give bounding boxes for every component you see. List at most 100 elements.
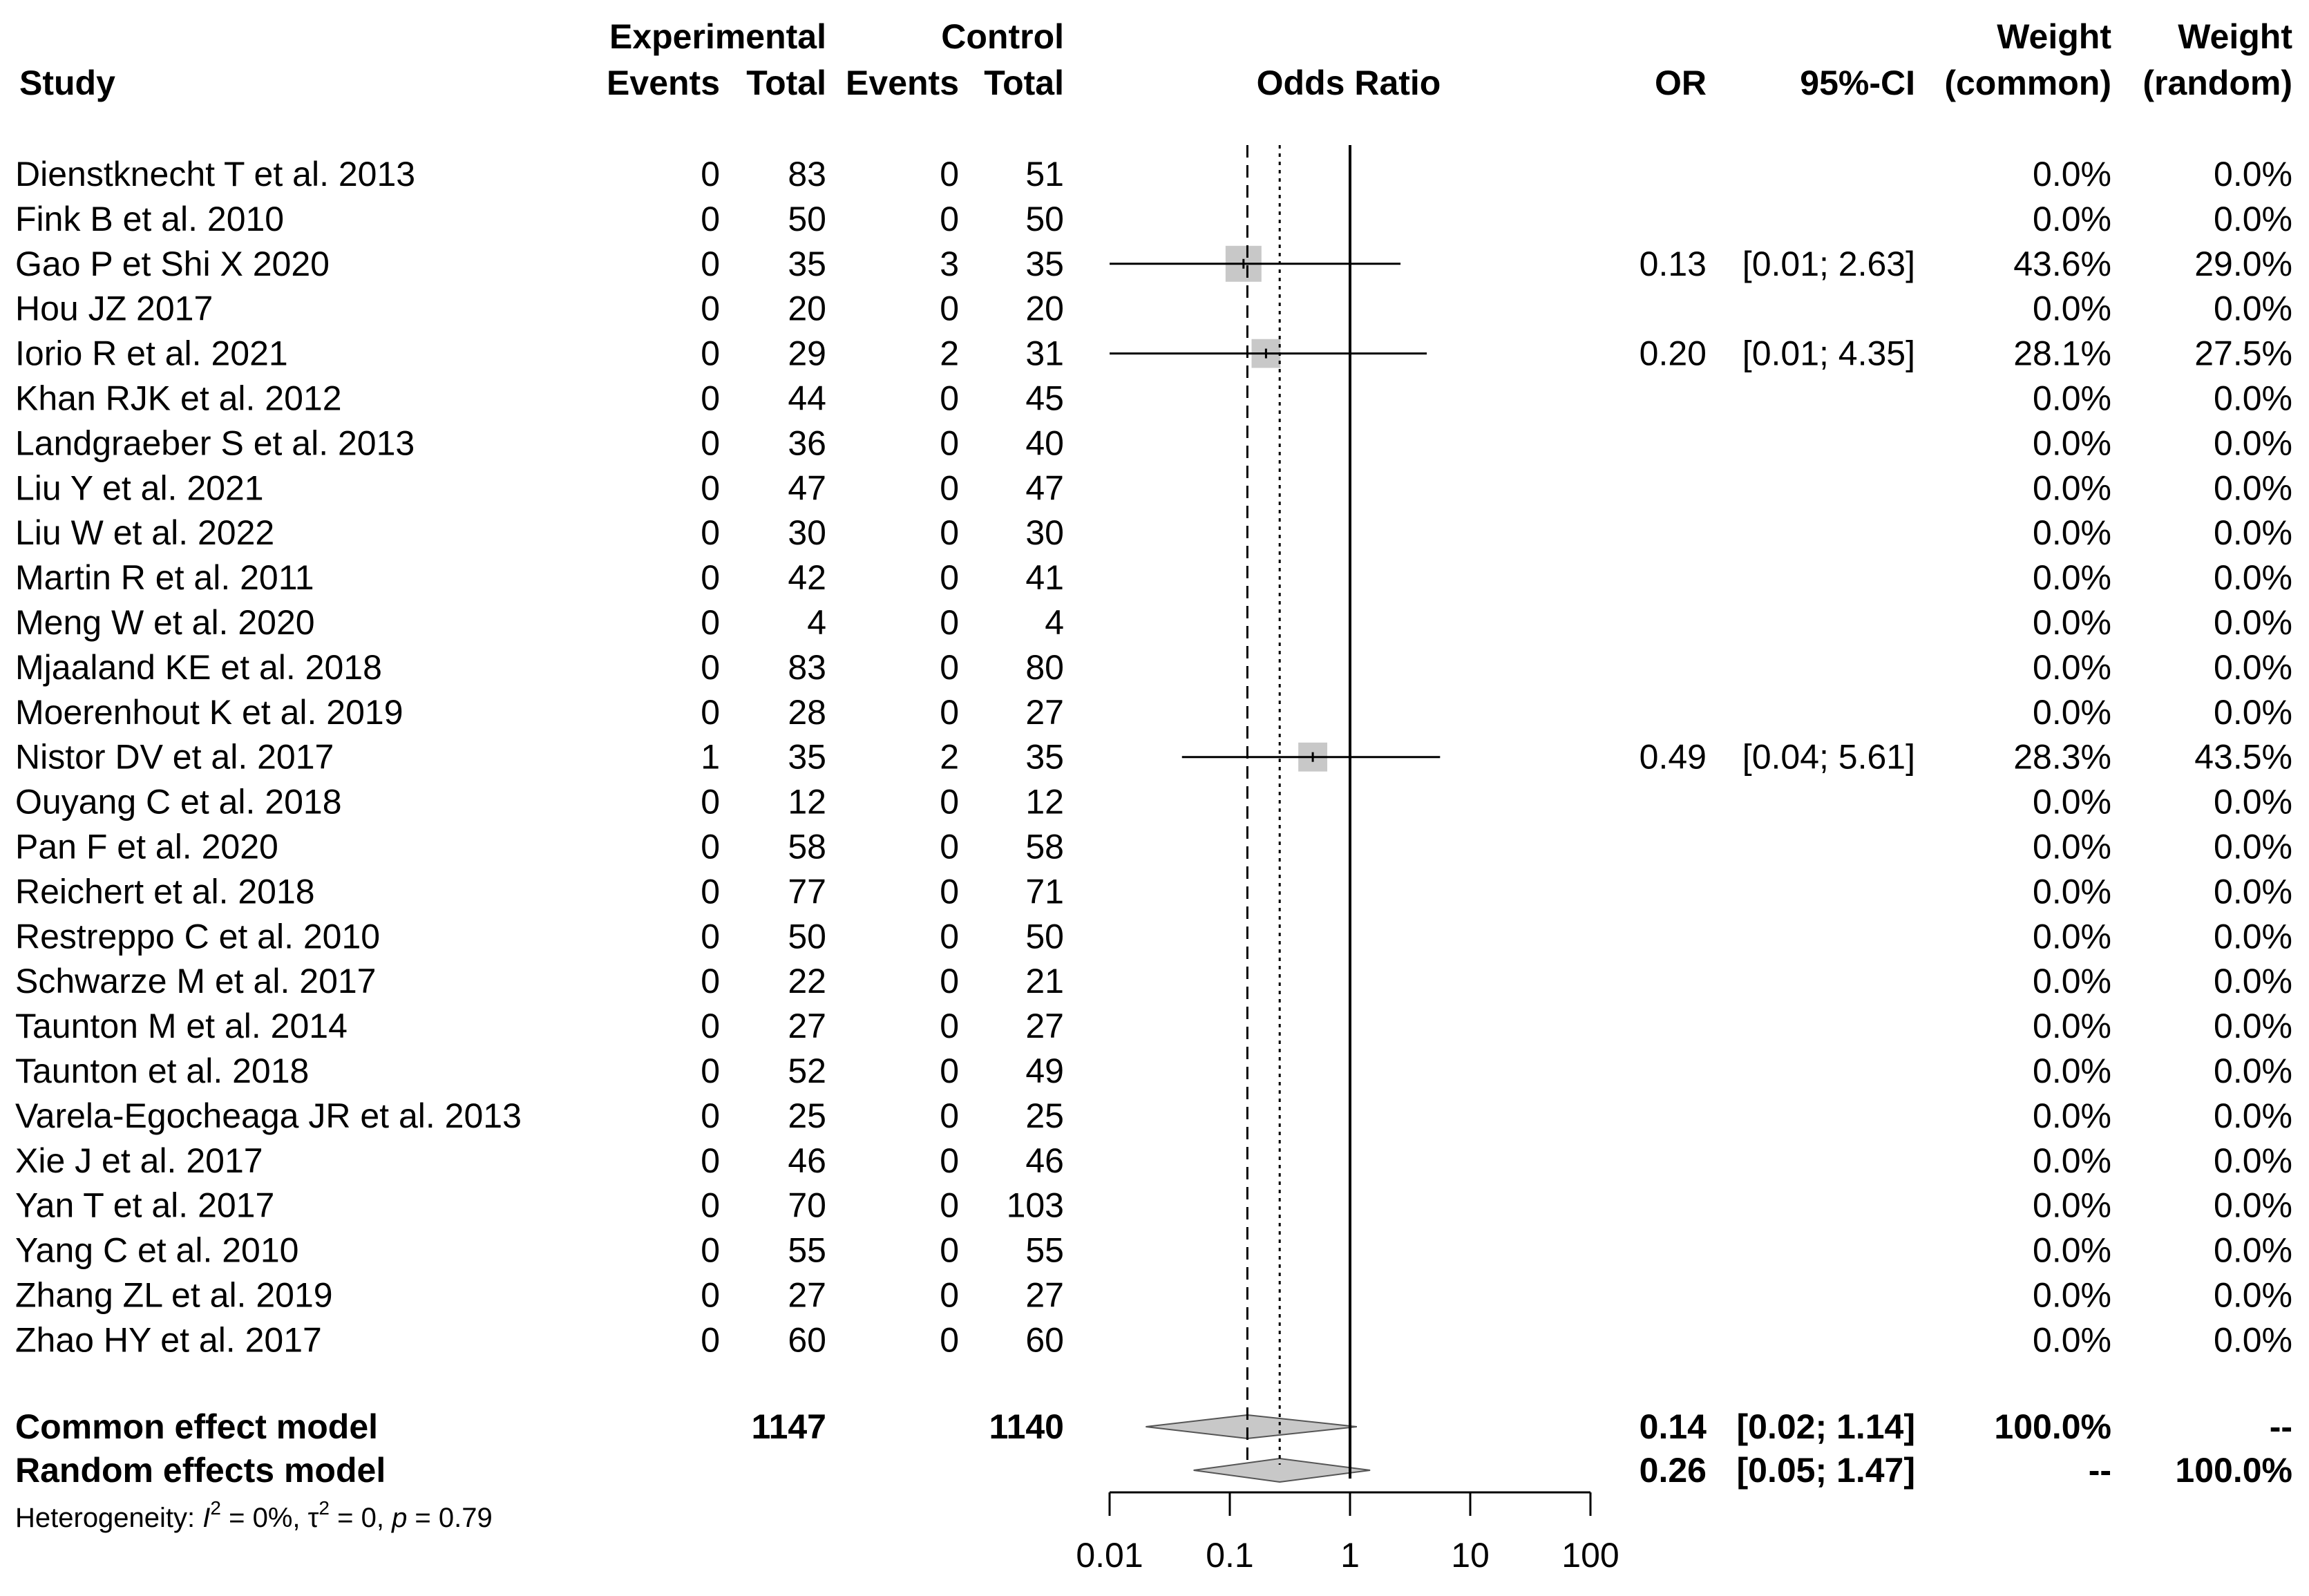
weight-random: 0.0% bbox=[2214, 200, 2292, 238]
exp-total: 35 bbox=[788, 738, 826, 777]
weight-common: 0.0% bbox=[2033, 648, 2111, 687]
het-tau-value: = 0, bbox=[330, 1503, 392, 1533]
ctl-total: 47 bbox=[1025, 468, 1064, 507]
weight-common: 0.0% bbox=[2033, 1096, 2111, 1135]
study-row: Zhang ZL et al. 2019 0 27 0 27 0.0% 0.0% bbox=[15, 1276, 2292, 1315]
exp-events: 0 bbox=[701, 468, 720, 507]
exp-total: 42 bbox=[788, 558, 826, 597]
or-value: 0.13 bbox=[1640, 245, 1707, 283]
weight-common: 0.0% bbox=[2033, 828, 2111, 866]
exp-total: 47 bbox=[788, 468, 826, 507]
study-row: Khan RJK et al. 2012 0 44 0 45 0.0% 0.0% bbox=[15, 379, 2292, 418]
exp-events: 0 bbox=[701, 1276, 720, 1315]
x-tick-label: 10 bbox=[1451, 1536, 1490, 1575]
study-name: Moerenhout K et al. 2019 bbox=[15, 693, 403, 732]
weight-common: 0.0% bbox=[2033, 1007, 2111, 1045]
study-name: Fink B et al. 2010 bbox=[15, 200, 284, 238]
exp-events: 0 bbox=[701, 245, 720, 283]
ctl-total: 80 bbox=[1025, 648, 1064, 687]
ctl-total: 25 bbox=[1025, 1096, 1064, 1135]
study-name: Nistor DV et al. 2017 bbox=[15, 738, 334, 777]
weight-random: 29.0% bbox=[2194, 245, 2292, 283]
ctl-total: 20 bbox=[1025, 289, 1064, 328]
exp-total: 29 bbox=[788, 334, 826, 373]
ctl-total: 21 bbox=[1025, 962, 1064, 1000]
x-tick-label: 100 bbox=[1561, 1536, 1619, 1575]
exp-total: 83 bbox=[788, 648, 826, 687]
ci-value: [0.01; 4.35] bbox=[1742, 334, 1915, 373]
exp-total: 4 bbox=[807, 603, 826, 642]
ctl-events: 3 bbox=[940, 245, 959, 283]
exp-events: 0 bbox=[701, 558, 720, 597]
weight-random: 0.0% bbox=[2214, 558, 2292, 597]
ctl-total: 4 bbox=[1045, 603, 1064, 642]
study-row: Moerenhout K et al. 2019 0 28 0 27 0.0% 0.0% bbox=[15, 693, 2292, 732]
ctl-events: 0 bbox=[940, 962, 959, 1000]
ctl-events: 0 bbox=[940, 289, 959, 328]
weight-random: 0.0% bbox=[2214, 468, 2292, 507]
study-name: Gao P et Shi X 2020 bbox=[15, 245, 330, 283]
study-row: Liu W et al. 2022 0 30 0 30 0.0% 0.0% bbox=[15, 513, 2292, 552]
model-exp-total: 1147 bbox=[752, 1407, 826, 1446]
model-weight-random: 100.0% bbox=[2175, 1451, 2292, 1490]
exp-events: 0 bbox=[701, 1096, 720, 1135]
weight-common: 0.0% bbox=[2033, 1231, 2111, 1270]
ctl-events: 0 bbox=[940, 1007, 959, 1045]
exp-total: 58 bbox=[788, 828, 826, 866]
exp-total: 44 bbox=[788, 379, 826, 418]
weight-common: 0.0% bbox=[2033, 513, 2111, 552]
header-common: (common) bbox=[1944, 64, 2111, 102]
pooled-row: Random effects model 0.26 [0.05; 1.47] -- 10… bbox=[15, 1451, 2292, 1490]
or-value: 0.49 bbox=[1640, 738, 1707, 777]
weight-random: 0.0% bbox=[2214, 1231, 2292, 1270]
x-tick-label: 1 bbox=[1340, 1536, 1360, 1575]
exp-events: 0 bbox=[701, 1052, 720, 1090]
weight-random: 0.0% bbox=[2214, 872, 2292, 911]
study-name: Zhang ZL et al. 2019 bbox=[15, 1276, 333, 1315]
header-exp-total: Total bbox=[746, 64, 826, 102]
study-name: Taunton M et al. 2014 bbox=[15, 1007, 348, 1045]
ctl-events: 2 bbox=[940, 738, 959, 777]
ctl-total: 51 bbox=[1025, 155, 1064, 193]
study-row: Liu Y et al. 2021 0 47 0 47 0.0% 0.0% bbox=[15, 468, 2292, 507]
x-axis: 0.01 0.1 1 10 100 bbox=[1076, 1491, 1619, 1575]
weight-random: 0.0% bbox=[2214, 917, 2292, 956]
exp-events: 0 bbox=[701, 917, 720, 956]
weight-common: 0.0% bbox=[2033, 962, 2111, 1000]
ctl-total: 60 bbox=[1025, 1320, 1064, 1359]
ctl-events: 0 bbox=[940, 1276, 959, 1315]
exp-total: 36 bbox=[788, 424, 826, 462]
weight-random: 0.0% bbox=[2214, 1096, 2292, 1135]
ctl-total: 31 bbox=[1025, 334, 1064, 373]
exp-total: 46 bbox=[788, 1141, 826, 1180]
study-rows: Dienstknecht T et al. 2013 0 83 0 51 0.0% 0.0%… bbox=[15, 155, 2292, 1359]
exp-total: 27 bbox=[788, 1007, 826, 1045]
ctl-events: 0 bbox=[940, 468, 959, 507]
ctl-events: 0 bbox=[940, 872, 959, 911]
weight-common: 0.0% bbox=[2033, 1186, 2111, 1225]
study-name: Dienstknecht T et al. 2013 bbox=[15, 155, 415, 193]
weight-random: 0.0% bbox=[2214, 155, 2292, 193]
exp-total: 28 bbox=[788, 693, 826, 732]
ctl-events: 0 bbox=[940, 603, 959, 642]
exp-total: 77 bbox=[788, 872, 826, 911]
het-i2-value: = 0%, bbox=[221, 1503, 308, 1533]
exp-total: 55 bbox=[788, 1231, 826, 1270]
ctl-total: 41 bbox=[1025, 558, 1064, 597]
study-row: Schwarze M et al. 2017 0 22 0 21 0.0% 0.0% bbox=[15, 962, 2292, 1000]
ctl-total: 58 bbox=[1025, 828, 1064, 866]
ctl-total: 35 bbox=[1025, 245, 1064, 283]
exp-total: 70 bbox=[788, 1186, 826, 1225]
header-ctl-events: Events bbox=[846, 64, 959, 102]
exp-events: 0 bbox=[701, 1007, 720, 1045]
study-name: Ouyang C et al. 2018 bbox=[15, 783, 342, 821]
weight-common: 0.0% bbox=[2033, 603, 2111, 642]
exp-total: 83 bbox=[788, 155, 826, 193]
model-name: Random effects model bbox=[15, 1451, 386, 1490]
study-name: Landgraeber S et al. 2013 bbox=[15, 424, 415, 462]
ctl-events: 0 bbox=[940, 1231, 959, 1270]
study-row: Ouyang C et al. 2018 0 12 0 12 0.0% 0.0% bbox=[15, 783, 2292, 821]
weight-common: 0.0% bbox=[2033, 200, 2111, 238]
exp-total: 25 bbox=[788, 1096, 826, 1135]
exp-events: 0 bbox=[701, 200, 720, 238]
